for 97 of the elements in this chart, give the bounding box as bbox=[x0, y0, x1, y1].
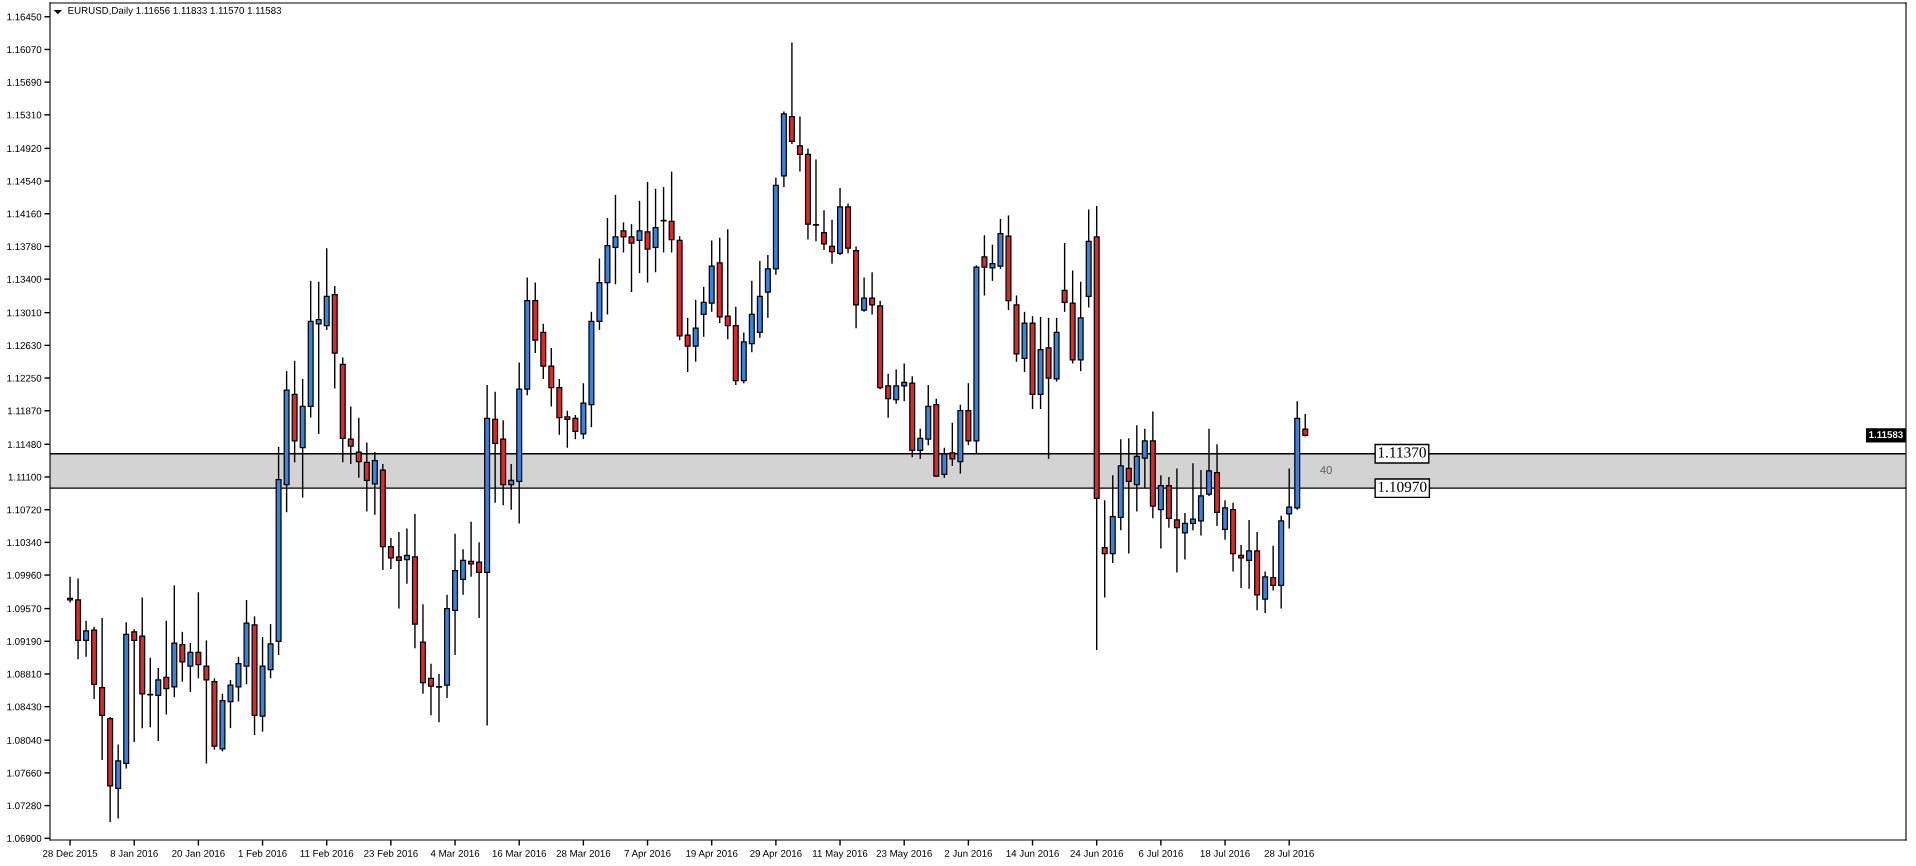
x-tick-label: 6 Jul 2016 bbox=[1138, 849, 1183, 857]
x-tick-label: 7 Apr 2016 bbox=[624, 849, 671, 859]
candlestick bbox=[403, 527, 410, 585]
y-tick-label: 1.10340 bbox=[7, 539, 42, 546]
candlestick bbox=[1270, 545, 1277, 592]
y-tick-label: 1.16450 bbox=[7, 13, 42, 21]
y-tick-label: 1.09570 bbox=[7, 605, 42, 613]
x-tick-label: 28 Mar 2016 bbox=[556, 849, 611, 857]
candlestick bbox=[820, 209, 828, 251]
x-tick-label: 11 Feb 2016 bbox=[300, 849, 354, 857]
x-tick-label: 28 Jul 2016 bbox=[1264, 849, 1314, 857]
candlestick bbox=[163, 619, 170, 716]
y-tick-label: 1.13780 bbox=[7, 243, 42, 251]
candlestick bbox=[1101, 499, 1108, 599]
y-tick-label: 1.16070 bbox=[7, 46, 42, 54]
candlestick bbox=[989, 244, 996, 282]
y-tick-label: 1.08810 bbox=[7, 670, 42, 678]
x-tick-label: 20 Jan 2016 bbox=[172, 849, 225, 857]
candlestick bbox=[700, 286, 707, 338]
candlestick bbox=[564, 410, 571, 449]
y-tick-label: 1.09960 bbox=[7, 571, 42, 579]
x-tick-label: 4 Mar 2016 bbox=[430, 849, 480, 857]
candlestick bbox=[764, 254, 771, 319]
candlestick bbox=[869, 271, 876, 316]
band-label: 40 bbox=[1320, 466, 1332, 474]
y-tick-label: 1.13400 bbox=[7, 275, 42, 283]
y-tick-label: 1.14160 bbox=[7, 210, 42, 218]
candlestick bbox=[1302, 413, 1309, 438]
candlestick bbox=[796, 115, 803, 173]
candlestick bbox=[828, 219, 836, 265]
y-tick-label: 1.14540 bbox=[7, 177, 42, 185]
y-tick-label: 1.09190 bbox=[7, 638, 42, 645]
y-tick-label: 1.07660 bbox=[7, 769, 42, 777]
x-tick-label: 29 Apr 2016 bbox=[750, 849, 802, 859]
candlestick bbox=[387, 537, 394, 570]
candlestick bbox=[460, 548, 467, 596]
y-tick-label: 1.11480 bbox=[7, 441, 42, 448]
x-tick-label: 19 Apr 2016 bbox=[686, 849, 738, 859]
y-tick-label: 1.06900 bbox=[7, 835, 42, 842]
x-tick-label: 2 Jun 2016 bbox=[944, 849, 993, 857]
candlestick bbox=[67, 576, 74, 604]
x-tick-label: 23 Feb 2016 bbox=[364, 849, 418, 857]
candlestick bbox=[131, 628, 138, 743]
x-tick-label: 23 May 2016 bbox=[876, 849, 932, 859]
y-tick-label: 1.10720 bbox=[7, 506, 42, 514]
y-tick-label: 1.12630 bbox=[7, 342, 42, 349]
x-tick-label: 24 Jun 2016 bbox=[1070, 849, 1124, 857]
y-tick-label: 1.08430 bbox=[7, 703, 42, 711]
candlestick bbox=[724, 228, 731, 341]
candlestick bbox=[315, 281, 322, 435]
candlestick bbox=[572, 414, 579, 440]
y-tick-label: 1.13010 bbox=[7, 309, 42, 317]
candlestick bbox=[187, 642, 194, 693]
x-tick-label: 8 Jan 2016 bbox=[110, 849, 158, 857]
candlestick bbox=[1181, 512, 1188, 561]
candlestick bbox=[812, 158, 820, 242]
candlestick bbox=[893, 368, 900, 405]
y-tick-label: 1.11100 bbox=[8, 473, 42, 481]
x-tick-label: 11 May 2016 bbox=[813, 849, 868, 859]
y-tick-label: 1.12250 bbox=[7, 374, 42, 382]
candlestick bbox=[476, 541, 483, 619]
x-tick-label: 18 Jul 2016 bbox=[1200, 849, 1250, 857]
candlestick bbox=[179, 631, 186, 683]
text: 1.11583 bbox=[1869, 431, 1903, 439]
candlestick bbox=[83, 619, 90, 658]
candlestick bbox=[861, 276, 868, 313]
candlestick bbox=[981, 234, 988, 297]
candlestick bbox=[885, 373, 892, 419]
candlestick bbox=[1061, 242, 1068, 313]
ref-line-label: 1.11370 bbox=[1378, 447, 1426, 458]
candlestick bbox=[548, 347, 555, 408]
candlestick bbox=[395, 531, 402, 610]
candlestick bbox=[427, 662, 435, 716]
y-tick-label: 1.07280 bbox=[7, 802, 42, 810]
candlestick bbox=[155, 667, 162, 742]
x-tick-label: 14 Jun 2016 bbox=[1006, 849, 1059, 857]
candlestick bbox=[1246, 519, 1253, 590]
candlestick bbox=[684, 317, 691, 373]
candlestick bbox=[668, 170, 675, 254]
candlestick bbox=[203, 639, 210, 765]
y-tick-label: 1.15310 bbox=[7, 111, 42, 119]
candlestick bbox=[1222, 499, 1229, 541]
y-tick-label: 1.14920 bbox=[7, 145, 42, 152]
candlestick bbox=[468, 521, 475, 578]
ref-line-label: 1.10970 bbox=[1378, 481, 1427, 493]
x-tick-label: 16 Mar 2016 bbox=[492, 849, 547, 857]
candlestick bbox=[1262, 570, 1269, 614]
candlestick bbox=[435, 673, 443, 723]
x-tick-label: 1 Feb 2016 bbox=[238, 849, 287, 857]
candlestick bbox=[692, 299, 699, 363]
y-tick-label: 1.15690 bbox=[7, 78, 42, 86]
candlestick bbox=[652, 188, 659, 273]
chart-title: EURUSD,Daily 1.11656 1.11833 1.11570 1.11583 bbox=[68, 6, 282, 16]
y-tick-label: 1.11870 bbox=[7, 407, 42, 415]
y-tick-label: 1.08040 bbox=[7, 736, 42, 744]
candlestick bbox=[195, 591, 202, 679]
x-tick-label: 28 Dec 2015 bbox=[42, 849, 98, 857]
